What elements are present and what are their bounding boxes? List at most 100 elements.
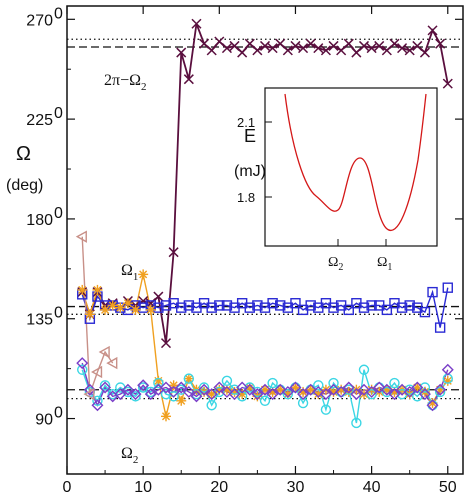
data-point-asterisk — [183, 373, 194, 384]
data-point-diamond — [297, 388, 310, 401]
data-point-x — [267, 43, 278, 54]
data-point-x — [191, 18, 202, 29]
data-point-diamond — [274, 383, 287, 396]
y-tick-label-degree: 0 — [54, 305, 63, 322]
data-point-diamond — [388, 388, 401, 401]
data-point-square — [419, 306, 431, 318]
data-point-circle — [130, 391, 141, 402]
data-point-diamond — [396, 383, 409, 396]
data-point-diamond — [129, 388, 142, 401]
annotation-omega2: Ω2 — [121, 445, 138, 466]
data-point-triangle-left — [98, 345, 110, 359]
data-point-diamond — [289, 381, 302, 394]
annotation-top-main: 2π−Ω — [104, 72, 141, 89]
data-point-x — [320, 45, 331, 56]
data-point-circle — [313, 380, 324, 391]
data-point-diamond — [358, 383, 370, 396]
data-point-diamond — [373, 381, 386, 394]
x-tick-label: 20 — [210, 479, 228, 496]
data-point-circle — [107, 388, 118, 400]
data-point-x — [305, 38, 316, 49]
x-axis-ticks: 0 10 20 30 40 50 — [63, 6, 457, 496]
y-axis-label-symbol: Ω — [16, 143, 31, 165]
data-point-square — [214, 300, 225, 311]
inset-x-label-omega2: Ω2 — [328, 255, 343, 273]
data-point-circle — [99, 380, 111, 391]
data-point-circle — [358, 364, 370, 375]
y-tick-label-degree: 0 — [54, 405, 63, 422]
annotation-omega1-sub: 1 — [133, 271, 139, 283]
data-point-x — [427, 25, 438, 36]
data-point-x — [259, 40, 271, 51]
data-point-circle — [259, 395, 271, 407]
data-point-circle — [92, 395, 103, 407]
data-point-circle — [183, 373, 195, 384]
data-point-square — [305, 300, 316, 311]
data-point-diamond — [342, 381, 355, 394]
data-point-triangle-left — [91, 365, 103, 379]
data-point-x — [343, 38, 354, 49]
data-point-triangle-left — [75, 230, 87, 243]
data-point-square — [244, 302, 255, 313]
data-point-x — [206, 45, 217, 56]
data-point-asterisk — [84, 309, 95, 320]
data-point-x — [435, 38, 446, 49]
inset-x-omega2-main: Ω — [328, 255, 338, 270]
data-point-circle — [137, 382, 149, 393]
data-point-asterisk — [176, 395, 187, 406]
data-point-square — [434, 322, 446, 333]
data-point-circle — [198, 382, 210, 393]
data-point-square — [183, 300, 195, 311]
data-point-x — [358, 40, 370, 51]
data-point-diamond — [350, 388, 363, 401]
data-point-diamond — [335, 385, 348, 398]
x-tick-label: 50 — [439, 479, 457, 496]
x-tick-label: 10 — [134, 479, 152, 496]
x-tick-label: 30 — [287, 479, 305, 496]
data-point-diamond — [121, 383, 134, 396]
inset-x-omega1-main: Ω — [377, 255, 387, 270]
data-point-x — [374, 40, 385, 51]
data-point-circle — [168, 391, 179, 402]
data-point-diamond — [213, 381, 226, 394]
data-point-square — [442, 282, 453, 293]
data-point-circle — [366, 388, 377, 400]
data-point-x — [252, 45, 263, 56]
data-point-asterisk — [100, 304, 111, 315]
data-point-diamond — [190, 390, 203, 403]
data-point-diamond — [251, 388, 264, 401]
x-tick-label: 0 — [63, 479, 72, 496]
y-tick-label-degree: 0 — [54, 205, 63, 222]
data-point-diamond — [76, 357, 89, 370]
series-line-square — [81, 287, 449, 328]
data-point-x — [397, 43, 408, 54]
data-point-square — [160, 300, 172, 311]
data-point-x — [237, 47, 248, 58]
data-point-diamond — [114, 388, 127, 401]
data-point-square — [381, 304, 393, 316]
plot-frame — [66, 5, 464, 475]
data-point-x — [282, 45, 293, 56]
data-point-diamond — [228, 388, 241, 401]
data-point-diamond — [167, 385, 180, 398]
data-point-x — [153, 291, 164, 302]
data-point-circle — [153, 377, 164, 389]
data-point-diamond — [99, 381, 112, 394]
data-point-circle — [267, 377, 278, 389]
data-point-x — [160, 338, 172, 349]
data-point-diamond — [380, 383, 393, 396]
data-point-circle — [351, 417, 362, 429]
data-point-diamond — [304, 383, 317, 396]
inset-x-label-omega1: Ω1 — [377, 255, 392, 273]
data-point-x — [404, 45, 415, 56]
data-point-square — [366, 300, 377, 311]
data-point-diamond — [403, 385, 416, 398]
data-point-circle — [419, 382, 431, 393]
data-point-asterisk — [77, 284, 88, 295]
data-point-diamond — [418, 388, 431, 401]
data-point-diamond — [175, 381, 188, 394]
y-tick-label-degree: 0 — [54, 105, 63, 122]
data-point-square — [176, 302, 187, 313]
inset-tick-label-2.1: 2.1 — [237, 115, 255, 130]
